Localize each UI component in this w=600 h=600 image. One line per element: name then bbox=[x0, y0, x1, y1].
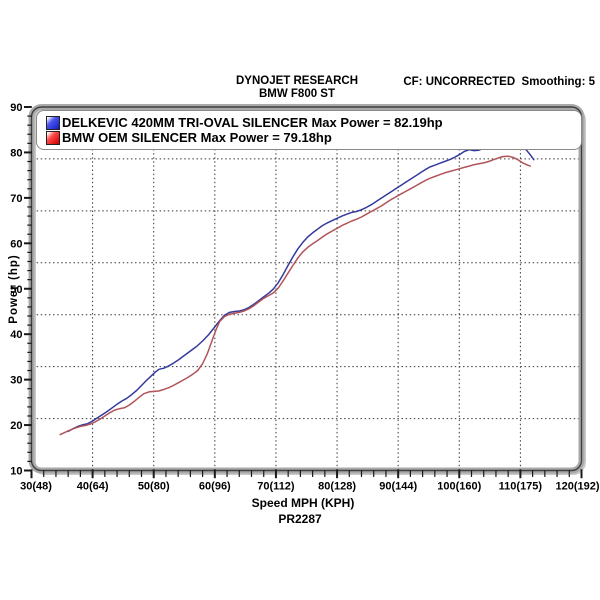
legend-item-oem: BMW OEM SILENCER Max Power = 79.18hp bbox=[46, 130, 581, 145]
x-tick-label: 120(192) bbox=[555, 481, 599, 493]
y-tick-label: 40 bbox=[10, 329, 22, 341]
delkevic-series-swatch-icon bbox=[46, 115, 60, 130]
y-tick-label: 10 bbox=[10, 466, 22, 478]
y-tick-label: 70 bbox=[10, 193, 22, 205]
y-axis-title: Power (hp) bbox=[8, 254, 20, 324]
legend-label-oem: BMW OEM SILENCER Max Power = 79.18hp bbox=[62, 130, 332, 145]
chart-header: DYNOJET RESEARCH BMW F800 ST bbox=[0, 75, 600, 101]
y-tick-label: 60 bbox=[10, 238, 22, 250]
x-tick-label: 100(160) bbox=[437, 481, 481, 493]
x-tick-label: 90(144) bbox=[379, 481, 417, 493]
power-curve-oem bbox=[59, 155, 531, 436]
run-id: PR2287 bbox=[278, 512, 322, 526]
legend: DELKEVIC 420MM TRI-OVAL SILENCER Max Pow… bbox=[36, 110, 582, 150]
x-tick-label: 80(128) bbox=[318, 481, 356, 493]
oem-series-swatch-icon bbox=[46, 130, 60, 145]
y-tick-label: 30 bbox=[10, 375, 22, 387]
legend-label-delkevic: DELKEVIC 420MM TRI-OVAL SILENCER Max Pow… bbox=[62, 115, 443, 130]
power-curve-delkevic bbox=[67, 141, 535, 433]
x-tick-label: 40(64) bbox=[77, 481, 109, 493]
y-tick-label: 80 bbox=[10, 147, 22, 159]
x-tick-label: 70(112) bbox=[257, 481, 295, 493]
report-title: DYNOJET RESEARCH bbox=[235, 75, 359, 87]
y-tick-label: 20 bbox=[10, 420, 22, 432]
plot-area bbox=[31, 107, 582, 471]
correction-info: CF: UNCORRECTED Smoothing: 5 bbox=[403, 76, 595, 88]
y-tick-label: 90 bbox=[10, 102, 22, 114]
y-tick-label: 50 bbox=[10, 284, 22, 296]
legend-item-delkevic: DELKEVIC 420MM TRI-OVAL SILENCER Max Pow… bbox=[46, 115, 581, 130]
x-tick-label: 60(96) bbox=[199, 481, 231, 493]
x-tick-label: 30(48) bbox=[20, 481, 52, 493]
x-tick-label: 50(80) bbox=[138, 481, 170, 493]
vehicle-name: BMW F800 ST bbox=[258, 88, 336, 100]
x-axis-title: Speed MPH (KPH) bbox=[251, 496, 355, 510]
x-tick-label: 110(175) bbox=[499, 481, 543, 493]
